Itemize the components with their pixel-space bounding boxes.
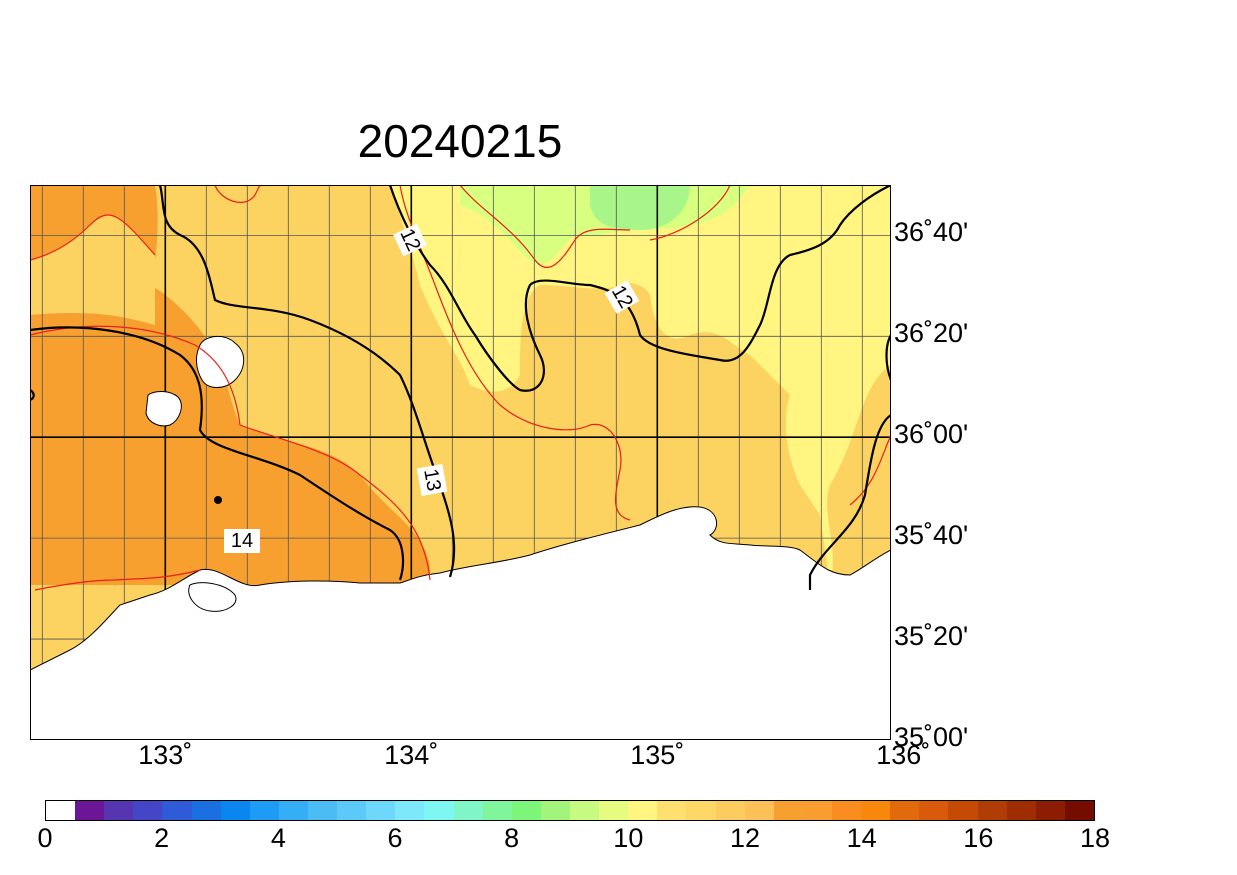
fill-yellow bbox=[390, 185, 891, 585]
colorbar-label: 18 bbox=[1079, 823, 1111, 853]
colorbar-cell bbox=[599, 801, 629, 820]
colorbar bbox=[45, 800, 1095, 821]
colorbar-cell bbox=[890, 801, 920, 820]
map-panel: 12 12 13 14 bbox=[30, 185, 891, 740]
colorbar-cell bbox=[1035, 801, 1065, 820]
station-marker bbox=[214, 496, 222, 504]
colorbar-label: 12 bbox=[729, 823, 761, 853]
colorbar-cell bbox=[162, 801, 192, 820]
colorbar-cell bbox=[337, 801, 367, 820]
colorbar-label: 8 bbox=[504, 823, 520, 853]
contour-label-4: 14 bbox=[224, 529, 260, 553]
longitude-label: 133˚ bbox=[138, 740, 193, 770]
island-large bbox=[196, 336, 245, 388]
colorbar-cell bbox=[104, 801, 134, 820]
colorbar-cell bbox=[307, 801, 338, 820]
colorbar-cell bbox=[802, 801, 832, 820]
colorbar-label: 14 bbox=[846, 823, 877, 853]
colorbar-label: 6 bbox=[387, 823, 403, 853]
colorbar-cell bbox=[1006, 801, 1036, 820]
colorbar-cell bbox=[569, 801, 600, 820]
longitude-label: 135˚ bbox=[630, 740, 685, 770]
map-title: 20240215 bbox=[357, 115, 563, 167]
longitude-label: 134˚ bbox=[384, 740, 439, 770]
colorbar-cell bbox=[540, 801, 570, 820]
latitude-label: 35˚00' bbox=[894, 722, 969, 752]
colorbar-cell bbox=[133, 801, 163, 820]
fill-green bbox=[590, 185, 690, 230]
latitude-label: 35˚40' bbox=[894, 520, 969, 551]
colorbar-cell bbox=[657, 801, 687, 820]
colorbar-label: 10 bbox=[613, 823, 644, 853]
red-contours bbox=[30, 185, 891, 591]
colorbar-cell bbox=[948, 801, 978, 820]
land-mass bbox=[30, 506, 891, 740]
latitude-label: 36˚20' bbox=[894, 318, 969, 349]
latitude-label: 36˚40' bbox=[894, 217, 969, 248]
colorbar-cell bbox=[773, 801, 803, 820]
colorbar-cell bbox=[75, 801, 105, 820]
svg-text:13: 13 bbox=[419, 467, 445, 493]
colorbar-cell bbox=[220, 801, 250, 820]
colorbar-cell bbox=[424, 801, 454, 820]
colorbar-cell bbox=[686, 801, 716, 820]
colorbar-label: 2 bbox=[154, 823, 170, 853]
colorbar-cell bbox=[1064, 801, 1094, 820]
colorbar-cell bbox=[453, 801, 483, 820]
map-border bbox=[30, 185, 891, 740]
svg-text:14: 14 bbox=[231, 530, 253, 552]
contour-label-3: 13 bbox=[416, 463, 448, 497]
colorbar-label: 16 bbox=[963, 823, 994, 853]
colorbar-label: 0 bbox=[37, 823, 53, 853]
fill-light-orange-nw bbox=[30, 215, 155, 325]
colorbar-cell bbox=[249, 801, 279, 820]
colorbar-cell bbox=[919, 801, 949, 820]
island-small bbox=[145, 391, 182, 427]
colorbar-label: 4 bbox=[270, 823, 286, 853]
latitude-label: 36˚00' bbox=[894, 419, 969, 450]
contour-label-2: 12 bbox=[604, 280, 640, 314]
temperature-map: 12 12 13 14 bbox=[30, 185, 891, 740]
colorbar-cell bbox=[831, 801, 862, 820]
colorbar-cell bbox=[744, 801, 774, 820]
colorbar-cell bbox=[46, 801, 76, 820]
colorbar-cell bbox=[511, 801, 541, 820]
colorbar-cell bbox=[628, 801, 658, 820]
colorbar-cell bbox=[191, 801, 221, 820]
colorbar-cell bbox=[861, 801, 891, 820]
latitude-label: 35˚20' bbox=[894, 621, 969, 652]
longitude-label: 136˚ bbox=[876, 740, 931, 770]
colorbar-cell bbox=[278, 801, 308, 820]
colorbar-cell bbox=[715, 801, 745, 820]
colorbar-cell bbox=[977, 801, 1007, 820]
colorbar-cell bbox=[395, 801, 425, 820]
island-south bbox=[188, 582, 237, 612]
colorbar-cell bbox=[482, 801, 512, 820]
colorbar-cell bbox=[366, 801, 396, 820]
